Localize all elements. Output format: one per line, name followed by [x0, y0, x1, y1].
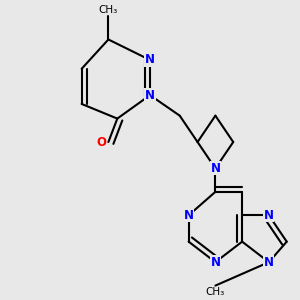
- Text: N: N: [184, 209, 194, 222]
- Text: CH₃: CH₃: [99, 4, 118, 15]
- Text: N: N: [264, 256, 274, 269]
- Text: N: N: [264, 209, 274, 222]
- Text: N: N: [145, 53, 155, 67]
- Text: N: N: [210, 162, 220, 175]
- Text: O: O: [96, 136, 106, 148]
- Text: N: N: [145, 88, 155, 102]
- Text: N: N: [210, 256, 220, 269]
- Text: CH₃: CH₃: [206, 287, 225, 297]
